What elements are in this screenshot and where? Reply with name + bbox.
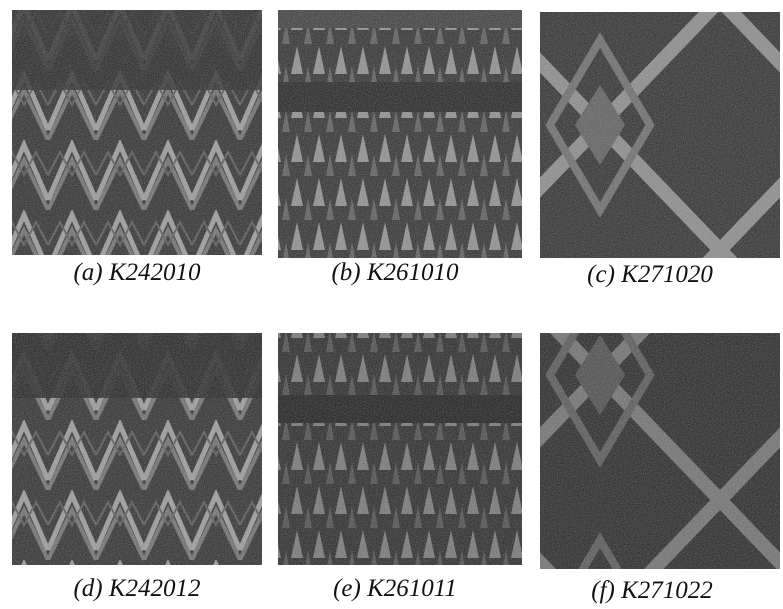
panel-image (278, 10, 522, 258)
panel-image (540, 333, 780, 569)
caption: (c) K271020 (587, 261, 713, 288)
figure: (a) K242010 (b) K261010 (c) K271020 (d) … (0, 0, 783, 609)
figure-page: (a) K242010 (b) K261010 (c) K271020 (d) … (0, 0, 783, 609)
caption: (f) K271022 (591, 577, 713, 604)
panel-image (12, 10, 262, 255)
caption: (e) K261011 (333, 575, 457, 602)
caption: (d) K242012 (73, 575, 200, 602)
panel-image (12, 333, 262, 565)
panel-image (540, 12, 780, 258)
panel-image (278, 333, 522, 565)
caption: (a) K242010 (73, 259, 201, 286)
caption: (b) K261010 (331, 259, 459, 286)
